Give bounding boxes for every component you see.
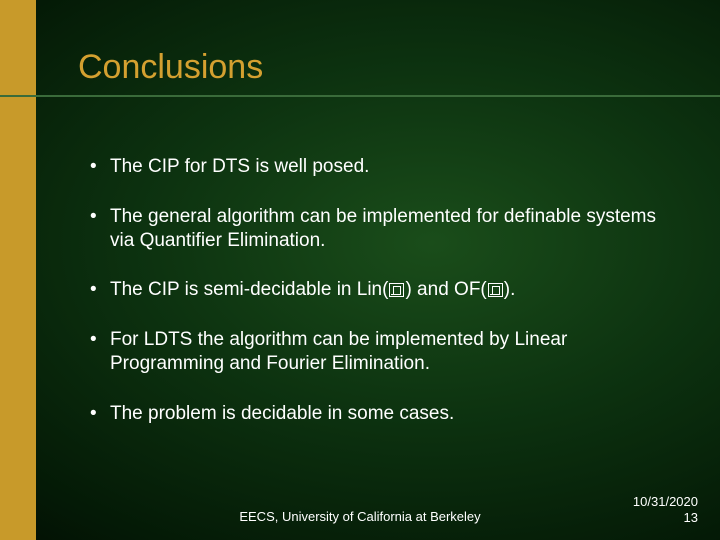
bullet-item: • The problem is decidable in some cases…: [90, 402, 665, 426]
bullet-text: The problem is decidable in some cases.: [110, 402, 665, 426]
bullet-dot: •: [90, 155, 110, 179]
title-underline: [0, 95, 720, 97]
bullet-text-post: ).: [504, 279, 516, 300]
bullet-item: • For LDTS the algorithm can be implemen…: [90, 328, 665, 376]
footer-date: 10/31/2020: [633, 494, 698, 510]
footer-affiliation: EECS, University of California at Berkel…: [0, 509, 720, 524]
accent-bar: [0, 0, 36, 540]
bullet-text: The CIP for DTS is well posed.: [110, 155, 665, 179]
bullet-dot: •: [90, 402, 110, 426]
bullet-dot: •: [90, 328, 110, 352]
bullet-item: • The general algorithm can be implement…: [90, 205, 665, 253]
bullet-text-pre: The CIP is semi-decidable in Lin(: [110, 279, 388, 300]
bullet-item: • The CIP for DTS is well posed.: [90, 155, 665, 179]
bullet-text: The CIP is semi-decidable in Lin( ) and O…: [110, 278, 665, 302]
footer-right: 10/31/2020 13: [633, 494, 698, 527]
slide: Conclusions • The CIP for DTS is well po…: [0, 0, 720, 540]
bullet-text-mid: ) and OF(: [405, 279, 486, 300]
slide-title: Conclusions: [78, 48, 263, 87]
bullet-text: The general algorithm can be implemented…: [110, 205, 665, 253]
bullet-dot: •: [90, 278, 110, 302]
bullet-text: For LDTS the algorithm can be implemente…: [110, 328, 665, 376]
save-icon: [488, 283, 503, 297]
bullet-dot: •: [90, 205, 110, 229]
save-icon: [389, 283, 404, 297]
footer-page-number: 13: [633, 510, 698, 526]
slide-content: • The CIP for DTS is well posed. • The g…: [90, 155, 665, 451]
bullet-item: • The CIP is semi-decidable in Lin( ) and…: [90, 278, 665, 302]
